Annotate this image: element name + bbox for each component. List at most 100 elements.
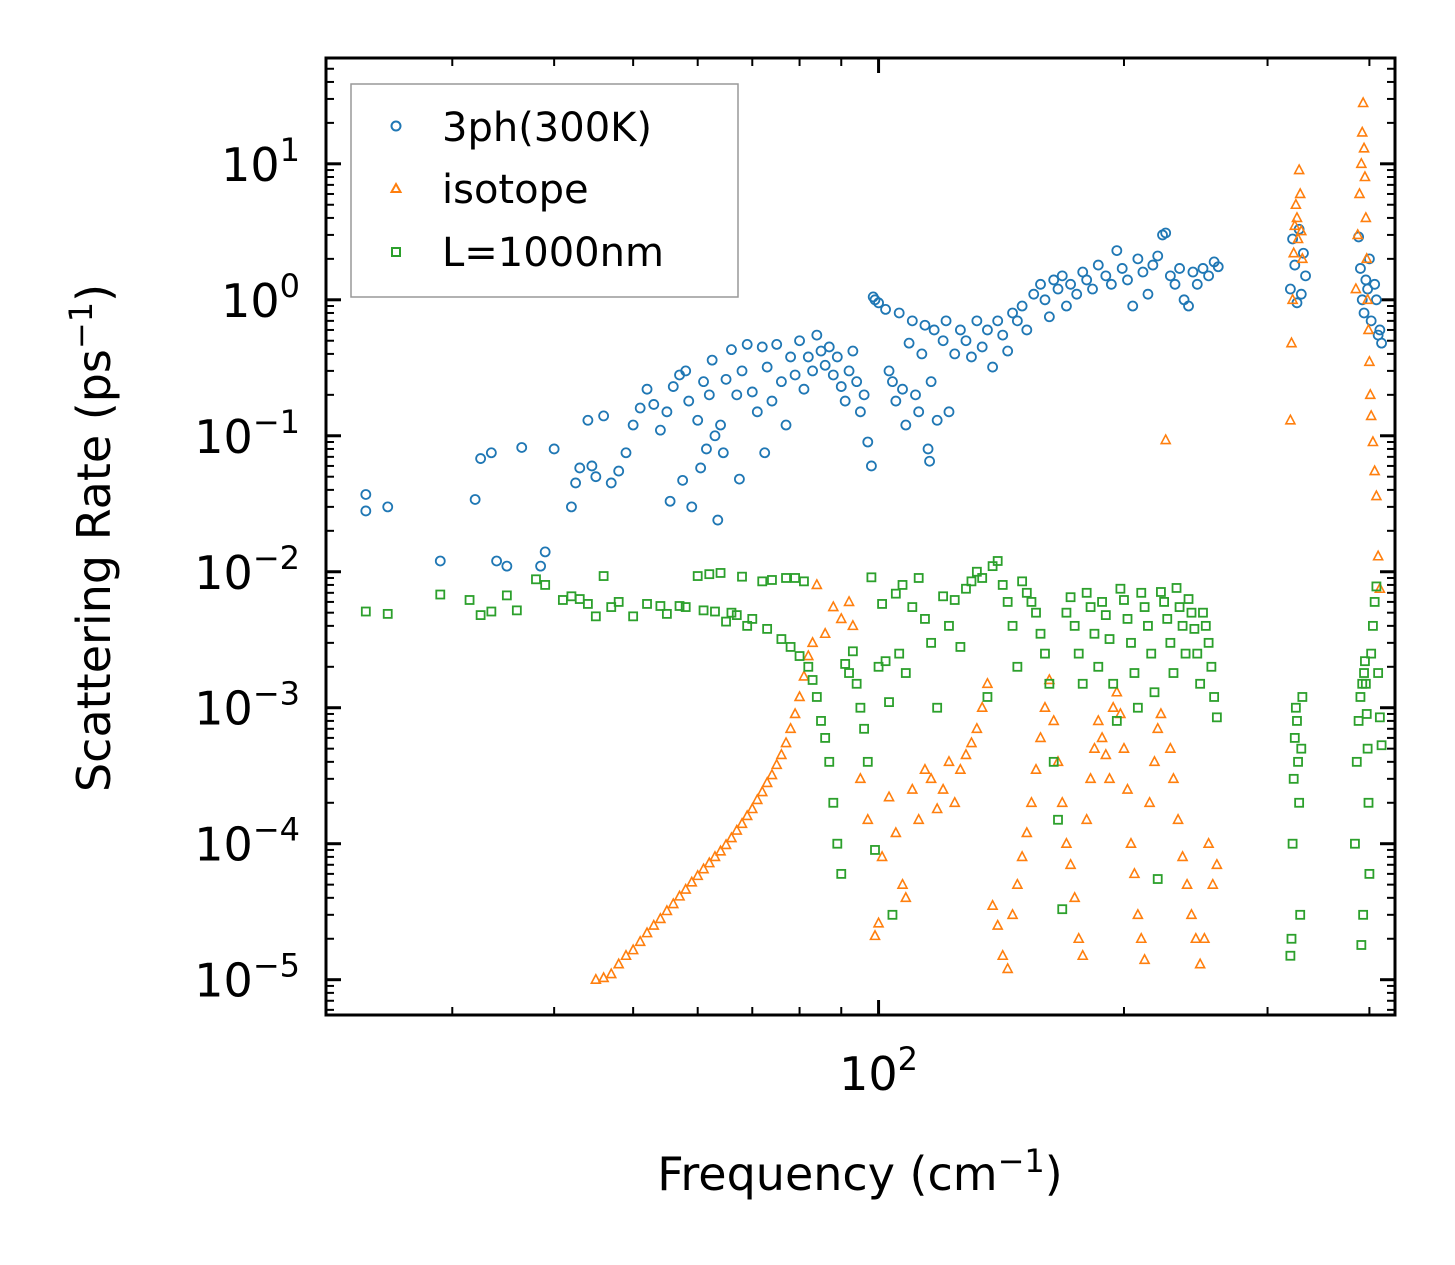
- data-point: [1164, 741, 1177, 753]
- data-point: [606, 602, 617, 612]
- data-point: [776, 634, 787, 644]
- data-point: [734, 473, 745, 485]
- data-point: [1016, 850, 1028, 862]
- data-point: [1122, 274, 1133, 286]
- data-point: [1191, 278, 1203, 290]
- data-point: [1356, 125, 1369, 137]
- data-point: [1359, 668, 1369, 678]
- data-point: [741, 809, 754, 821]
- data-point: [1061, 300, 1072, 312]
- data-point: [680, 365, 692, 377]
- data-point: [725, 831, 738, 843]
- data-point: [831, 351, 843, 363]
- data-point: [919, 763, 931, 775]
- data-point: [900, 419, 912, 431]
- data-point: [960, 335, 972, 347]
- data-point: [1294, 187, 1307, 199]
- data-point: [1165, 637, 1176, 648]
- data-point: [1034, 731, 1047, 743]
- data-point: [770, 758, 783, 770]
- data-point: [1143, 620, 1153, 631]
- data-point: [680, 602, 691, 612]
- data-point: [1152, 250, 1164, 262]
- data-point: [1025, 796, 1038, 808]
- data-point: [1288, 219, 1301, 231]
- data-point: [866, 572, 877, 583]
- data-point: [654, 424, 666, 436]
- data-point: [1285, 950, 1296, 961]
- data-point: [1088, 741, 1101, 753]
- data-point: [806, 636, 819, 648]
- data-point: [940, 315, 952, 327]
- data-point: [1286, 293, 1299, 305]
- data-points: [360, 96, 1387, 984]
- data-point: [1017, 576, 1028, 587]
- data-point: [1125, 837, 1137, 849]
- data-point: [701, 443, 712, 455]
- data-point: [873, 661, 884, 672]
- data-point: [1071, 288, 1083, 300]
- data-point: [634, 935, 646, 947]
- data-point: [835, 612, 848, 624]
- data-point: [1296, 743, 1307, 754]
- data-point: [491, 555, 502, 567]
- data-point: [931, 414, 943, 426]
- data-point: [1007, 307, 1018, 319]
- data-point: [943, 755, 955, 767]
- data-point: [1368, 464, 1381, 476]
- data-point: [824, 756, 835, 767]
- data-point: [1065, 278, 1076, 290]
- data-point: [1197, 263, 1209, 274]
- data-point: [899, 891, 912, 903]
- data-point: [1195, 678, 1206, 689]
- data-point: [661, 904, 673, 916]
- data-point: [566, 501, 577, 513]
- data-point: [717, 447, 729, 459]
- data-point: [698, 605, 709, 616]
- data-point: [360, 606, 371, 617]
- data-point: [747, 614, 758, 624]
- data-point: [1358, 909, 1369, 920]
- data-point: [1351, 756, 1362, 767]
- data-point: [991, 918, 1004, 930]
- data-point: [775, 376, 787, 388]
- data-point: [627, 943, 639, 955]
- data-point: [1206, 877, 1219, 889]
- data-point: [704, 569, 715, 580]
- data-point: [1363, 797, 1374, 808]
- data-point: [1296, 252, 1309, 264]
- data-point: [1211, 712, 1222, 723]
- data-point: [847, 646, 858, 657]
- data-point: [1364, 388, 1377, 400]
- data-point: [1160, 227, 1172, 239]
- data-point: [1176, 850, 1189, 862]
- data-point: [789, 369, 801, 381]
- data-point: [1177, 620, 1188, 631]
- data-point: [1136, 587, 1147, 598]
- data-point: [819, 359, 831, 371]
- data-point: [1104, 634, 1115, 644]
- data-point: [828, 797, 839, 808]
- data-point: [1350, 838, 1360, 849]
- data-point: [1167, 772, 1180, 784]
- data-point: [612, 957, 625, 969]
- data-point: [982, 324, 993, 336]
- data-point: [1080, 813, 1093, 825]
- data-point: [1152, 874, 1163, 884]
- data-point: [582, 414, 594, 426]
- data-point: [1360, 211, 1372, 223]
- data-point: [1092, 714, 1105, 726]
- x-axis-title: Frequency (cm−1): [657, 1142, 1062, 1201]
- data-point: [1156, 587, 1166, 597]
- data-point: [1001, 962, 1014, 974]
- data-point: [794, 651, 805, 661]
- data-point: [620, 447, 632, 459]
- data-point: [900, 668, 911, 678]
- data-point: [1190, 932, 1202, 944]
- data-point: [1355, 692, 1366, 702]
- data-point: [811, 578, 823, 590]
- data-point: [955, 642, 966, 652]
- data-point: [1353, 187, 1366, 199]
- data-point: [1116, 263, 1128, 274]
- data-point: [1068, 891, 1081, 903]
